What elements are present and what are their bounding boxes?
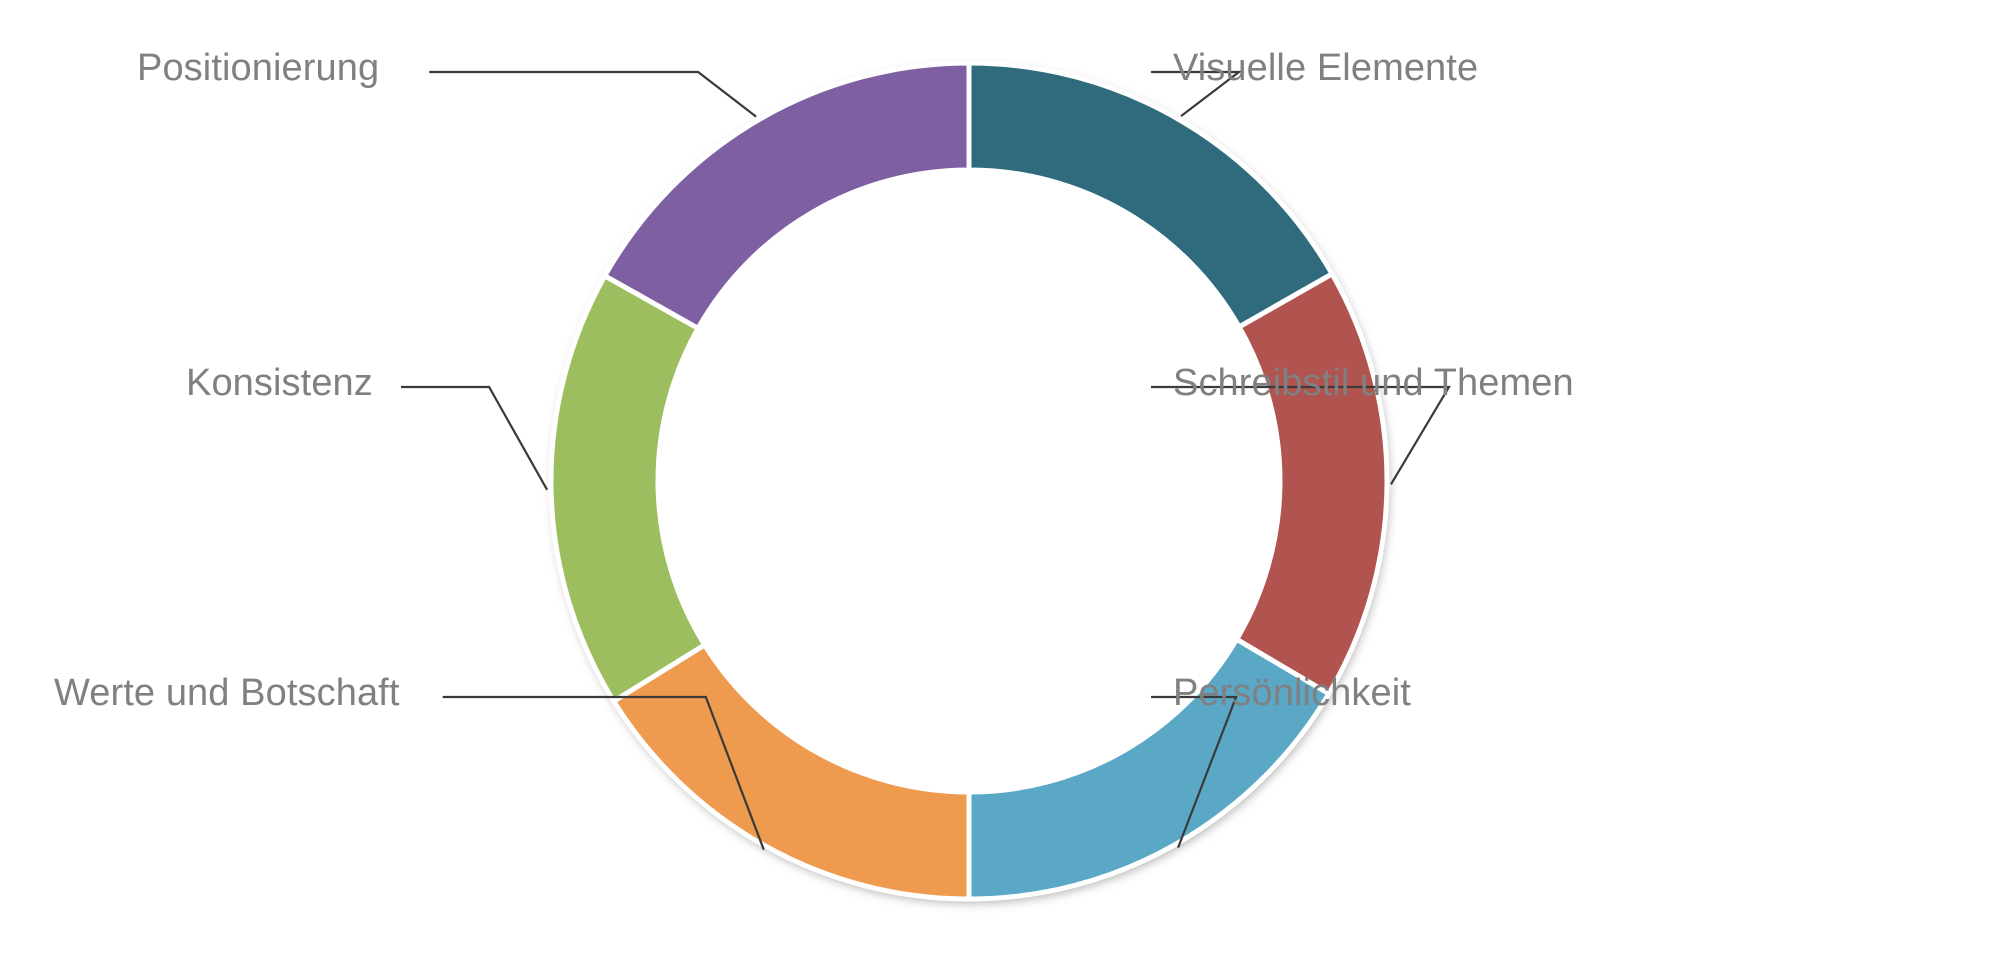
leader-lines <box>401 70 1451 851</box>
slice-label: Visuelle Elemente <box>1173 47 1479 89</box>
slice-label: Persönlichkeit <box>1173 672 1411 714</box>
leader-line <box>442 695 765 851</box>
slice-label: Positionierung <box>137 47 380 89</box>
donut-ring-shadow <box>551 63 1387 899</box>
slice-label: Werte und Botschaft <box>54 672 400 714</box>
donut-slice[interactable] <box>602 60 972 331</box>
donut-slices <box>548 60 1390 902</box>
leader-line <box>1151 695 1238 848</box>
leader-line <box>1151 385 1451 485</box>
leader-line <box>401 385 549 491</box>
leader-line <box>429 70 757 118</box>
slice-label: Schreibstil und Themen <box>1173 362 1574 404</box>
leader-line <box>1151 70 1243 117</box>
slice-label: Konsistenz <box>186 362 373 404</box>
